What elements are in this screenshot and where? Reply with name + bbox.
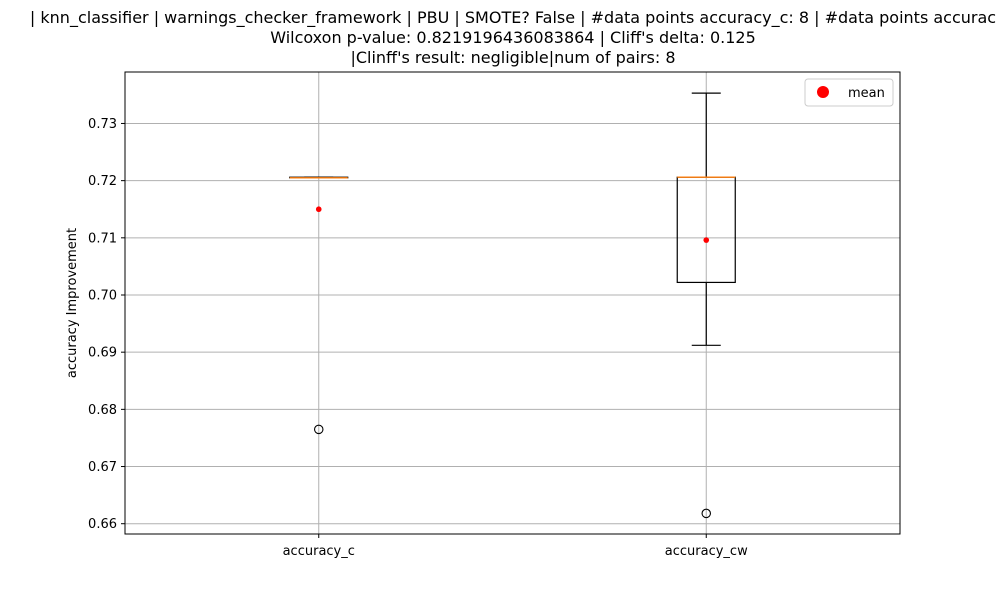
legend-mean-label: mean	[848, 86, 885, 101]
y-tick-label: 0.72	[88, 174, 117, 189]
legend: mean	[804, 78, 894, 107]
mean-marker	[315, 206, 322, 213]
y-tick-label: 0.70	[88, 288, 117, 303]
y-tick-label: 0.67	[88, 460, 117, 475]
box-plot-accuracy_c	[289, 176, 349, 435]
plot-area: 0.66 0.67 0.68 0.69 0.70 0.71 0.72 0.73 accurac…	[88, 71, 901, 559]
y-tick-label: 0.73	[88, 117, 117, 132]
mean-marker	[703, 237, 710, 243]
chart-title-line-1: | knn_classifier | warnings_checker_fram…	[30, 8, 996, 28]
y-tick-label: 0.66	[88, 517, 117, 532]
y-tick-label: 0.68	[88, 403, 117, 418]
outlier-point	[313, 424, 324, 435]
box-plots	[289, 92, 736, 519]
x-tick-label: accuracy_cw	[665, 544, 748, 559]
chart-title-line-3: |Clinff's result: negligible|num of pair…	[350, 48, 675, 67]
y-axis-label: accuracy Improvement	[65, 228, 80, 378]
y-tick-label: 0.71	[88, 231, 117, 246]
y-ticks: 0.66 0.67 0.68 0.69 0.70 0.71 0.72 0.73	[88, 117, 125, 532]
y-tick-label: 0.69	[88, 346, 117, 361]
x-tick-label: accuracy_c	[283, 544, 355, 559]
legend-frame	[804, 78, 894, 107]
outlier-point	[701, 508, 711, 519]
box-plot-accuracy_cw	[676, 92, 736, 519]
legend-mean-marker	[817, 86, 829, 98]
axes-frame	[124, 71, 901, 535]
x-ticks: accuracy_c accuracy_cw	[283, 534, 748, 559]
chart-title-line-2: Wilcoxon p-value: 0.8219196436083864 | C…	[270, 28, 756, 47]
